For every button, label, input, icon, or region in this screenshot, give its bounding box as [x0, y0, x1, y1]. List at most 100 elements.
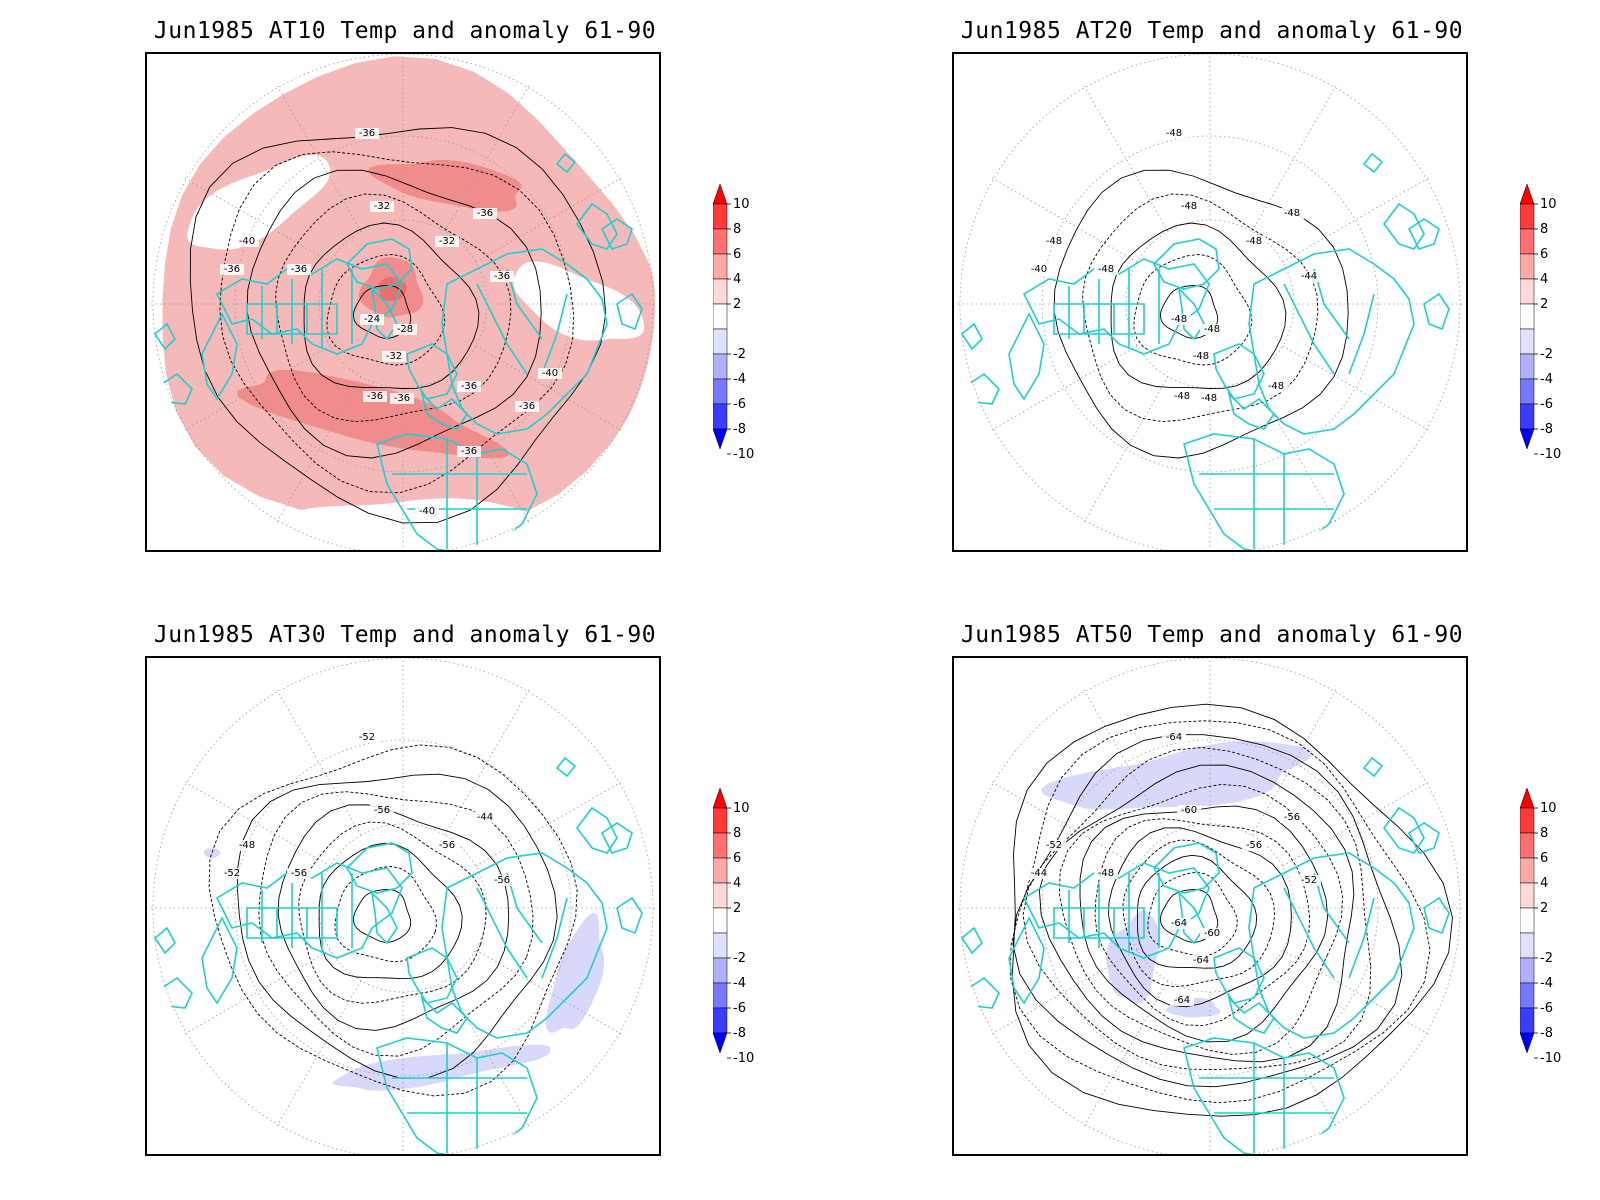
panel-title: Jun1985 AT30 Temp and anomaly 61-90	[153, 622, 657, 648]
anomaly-region-cool	[204, 848, 221, 859]
colorbar-segment	[1520, 832, 1535, 859]
colorbar-label: -2	[733, 347, 746, 362]
coastline	[1227, 391, 1276, 430]
colorbar-svg: 10 8 6 4 2 -2 -4 -6 -8 -10	[713, 184, 754, 462]
polar-map: -36 -32 -36 -40 -36 -36 -36 -32 -28 -24 -32 -36 -36-…	[145, 52, 661, 552]
coastline	[616, 292, 643, 331]
contour-label: -48	[1246, 236, 1262, 247]
coastline	[201, 312, 238, 401]
coastline	[420, 391, 469, 430]
contour-label: -48	[1098, 868, 1114, 879]
coastline	[1068, 269, 1160, 349]
map-svg: -48-48-48-48-40 -48-44-48-48-48-48-48 -48-…	[958, 54, 1462, 550]
contour-label: -48	[1174, 391, 1190, 402]
anomaly-region-cool	[332, 1044, 551, 1091]
coastline	[576, 202, 618, 250]
anomaly-gap	[187, 154, 331, 250]
coastline	[370, 890, 398, 945]
contour-label: -56	[1284, 812, 1300, 823]
colorbar-segment	[713, 807, 728, 834]
contour-label: -48	[1046, 236, 1062, 247]
contour-labels: -64 -60 -56 -52 -44 -48 -52 -56 -60 -64 -64 -64	[1027, 732, 1321, 1006]
colorbar-segment	[713, 253, 728, 280]
colorbar-label: 4	[733, 876, 741, 891]
contour-label: -44	[1031, 868, 1047, 879]
graticule	[958, 658, 1462, 1154]
contour-label: -48	[1201, 393, 1217, 404]
colorbar-label: -4	[733, 976, 746, 991]
colorbar-svg: 10 8 6 4 2 -2 -4 -6 -8 -10	[1520, 788, 1561, 1066]
contour-label: -36	[394, 393, 410, 404]
colorbar-label: 6	[1540, 247, 1548, 262]
map-svg: -36-32-36-40-36 -36-36-32-28-24-32-36 -36-…	[151, 54, 655, 550]
graticule	[151, 54, 655, 550]
coastline	[346, 238, 413, 290]
coastline	[1177, 890, 1205, 945]
contour-label: -56	[291, 868, 307, 879]
colorbar-label: 8	[733, 222, 741, 237]
colorbar-arrow-bottom	[1520, 428, 1535, 450]
contour-label: -48	[1268, 381, 1284, 392]
colorbar-label: -6	[1540, 1001, 1553, 1016]
coastline	[960, 322, 983, 351]
contour-label: -40	[419, 506, 435, 517]
graticule	[151, 658, 655, 1154]
polar-map: -52 -56 -44 -48 -52 -56 -56 -56	[145, 656, 661, 1156]
coastline	[1183, 1037, 1345, 1154]
contour-label: -32	[374, 201, 390, 212]
colorbar-label: 8	[733, 826, 741, 841]
contour-label: -36	[461, 381, 477, 392]
colorbar-label: 4	[1540, 272, 1548, 287]
coastline	[1199, 1043, 1334, 1153]
coastline	[441, 852, 608, 1039]
coastline	[1283, 268, 1375, 375]
colorbar-segment	[713, 278, 728, 305]
colorbar-segment	[713, 907, 728, 934]
coastline	[376, 433, 538, 550]
contour-label: -60	[1181, 805, 1197, 816]
colorbar-label: 10	[1540, 197, 1557, 212]
coastline	[420, 995, 469, 1034]
coastline	[261, 873, 353, 953]
contour-label: -52	[1046, 840, 1062, 851]
coastlines	[153, 756, 643, 1154]
panel-title: Jun1985 AT50 Temp and anomaly 61-90	[960, 622, 1464, 648]
colorbar-label: 4	[1540, 876, 1548, 891]
coastline	[555, 756, 577, 778]
contour-label: -44	[477, 812, 493, 823]
contour-label: -64	[1193, 955, 1209, 966]
panel-at10: Jun1985 AT10 Temp and anomaly 61-90 -36-…	[145, 18, 845, 578]
map-svg: -64 -60 -56 -52 -44 -48 -52 -56 -60 -64 -64 -64	[958, 658, 1462, 1154]
colorbar-segment	[713, 957, 728, 984]
colorbar-segment	[713, 982, 728, 1009]
colorbar-label: -4	[733, 372, 746, 387]
coastline	[153, 926, 176, 955]
contour-label: -60	[1204, 928, 1220, 939]
colorbar-segment	[1520, 957, 1535, 984]
colorbar-segment	[713, 403, 728, 430]
panel-at20: Jun1985 AT20 Temp and anomaly 61-90 -48-…	[952, 18, 1600, 578]
colorbar-segment	[1520, 303, 1535, 330]
coastline	[1153, 238, 1220, 290]
anomaly-region-strong	[237, 369, 510, 459]
coastline	[968, 372, 1000, 405]
contour-label: -32	[439, 236, 455, 247]
colorbar-segment	[713, 203, 728, 230]
coastline	[376, 1037, 538, 1154]
coastline	[1423, 292, 1450, 331]
contour-label: -44	[1301, 271, 1317, 282]
graticule	[958, 54, 1462, 550]
contour-label: -48	[1193, 351, 1209, 362]
coastline	[1213, 343, 1265, 400]
colorbar-label: 10	[733, 801, 750, 816]
coastline	[1362, 756, 1384, 778]
contour-label: -32	[386, 351, 402, 362]
colorbar-segment	[1520, 807, 1535, 834]
contour-labels: -36-32-36-40-36 -36-36-32-28-24-32-36 -36-…	[220, 128, 562, 517]
anomaly-gap	[288, 498, 538, 550]
coastline	[1407, 822, 1440, 854]
anomaly-colorbar: 10 8 6 4 2 -2 -4 -6 -8 -10	[713, 184, 783, 474]
colorbar-svg: 10 8 6 4 2 -2 -4 -6 -8 -10	[1520, 184, 1561, 462]
colorbar-label: -6	[733, 397, 746, 412]
contour-labels: -52 -56 -44 -48 -52 -56 -56 -56	[220, 732, 514, 886]
